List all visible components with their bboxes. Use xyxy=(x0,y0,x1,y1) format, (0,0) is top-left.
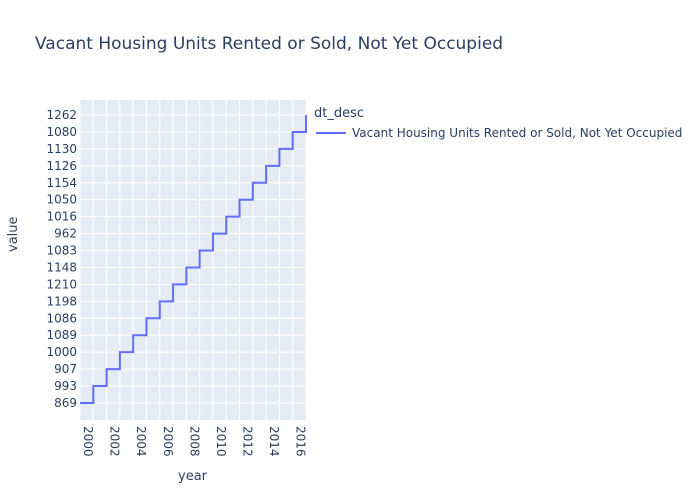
y-axis-ticks[interactable]: 869 993 907 1000 1089 1086 1198 1210 1148 1083 962… xyxy=(46,108,77,410)
x-tick-label: 2006 xyxy=(161,426,175,457)
x-tick-label: 2008 xyxy=(187,426,201,457)
x-axis-ticks[interactable]: 2000 2002 2004 2006 2008 2010 2012 2014 2016 xyxy=(81,426,308,457)
y-tick-label: 1016 xyxy=(46,210,77,224)
series-line[interactable] xyxy=(80,115,307,404)
x-tick-label: 2000 xyxy=(81,426,95,457)
y-tick-label: 907 xyxy=(54,362,77,376)
x-tick-label: 2016 xyxy=(294,426,308,457)
y-tick-label: 1080 xyxy=(46,125,77,139)
y-tick-label: 1130 xyxy=(46,142,77,156)
y-axis-title: value xyxy=(6,216,21,252)
x-tick-label: 2010 xyxy=(214,426,228,457)
y-tick-label: 1148 xyxy=(46,260,77,274)
y-tick-label: 993 xyxy=(54,379,77,393)
y-tick-label: 1050 xyxy=(46,193,77,207)
y-tick-label: 1198 xyxy=(46,294,77,308)
x-tick-label: 2002 xyxy=(108,426,122,457)
x-axis-title: year xyxy=(178,469,208,484)
y-tick-label: 1089 xyxy=(46,328,77,342)
legend-label: Vacant Housing Units Rented or Sold, Not… xyxy=(352,126,683,140)
y-tick-label: 1086 xyxy=(46,311,77,325)
chart-title: Vacant Housing Units Rented or Sold, Not… xyxy=(35,34,504,54)
y-tick-label: 869 xyxy=(54,396,77,410)
x-tick-label: 2014 xyxy=(267,426,281,457)
legend-item[interactable]: Vacant Housing Units Rented or Sold, Not… xyxy=(316,125,682,141)
y-tick-label: 1126 xyxy=(46,159,77,173)
y-tick-label: 1083 xyxy=(46,244,77,258)
y-tick-label: 962 xyxy=(54,227,77,241)
plot-background xyxy=(80,100,306,420)
x-tick-label: 2004 xyxy=(134,426,148,457)
y-tick-label: 1262 xyxy=(46,108,77,122)
y-tick-label: 1154 xyxy=(46,176,77,190)
x-tick-label: 2012 xyxy=(241,426,255,457)
series-layer xyxy=(80,115,307,404)
y-tick-label: 1000 xyxy=(46,345,77,359)
legend-swatch xyxy=(316,132,346,134)
y-tick-label: 1210 xyxy=(46,277,77,291)
legend-title: dt_desc xyxy=(314,106,365,121)
